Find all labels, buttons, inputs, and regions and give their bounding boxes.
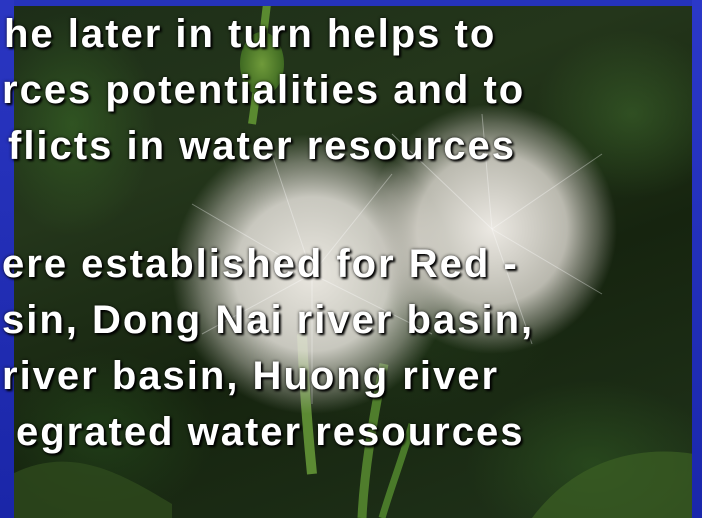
- text-line-4: ere established for Red -: [2, 242, 519, 286]
- frame-top: [0, 0, 702, 6]
- text-line-7: egrated water resources: [16, 410, 525, 454]
- frame-left: [0, 0, 14, 518]
- text-line-1: he later in turn helps to: [4, 12, 497, 56]
- text-line-5: sin, Dong Nai river basin,: [2, 298, 535, 342]
- text-line-6: river basin, Huong river: [2, 354, 500, 398]
- dandelion-photo: [12, 4, 694, 518]
- text-line-3: flicts in water resources: [8, 124, 516, 168]
- frame-right: [692, 0, 702, 518]
- text-line-2: rces potentialities and to: [2, 68, 526, 112]
- dandelion-illustration: [12, 4, 694, 518]
